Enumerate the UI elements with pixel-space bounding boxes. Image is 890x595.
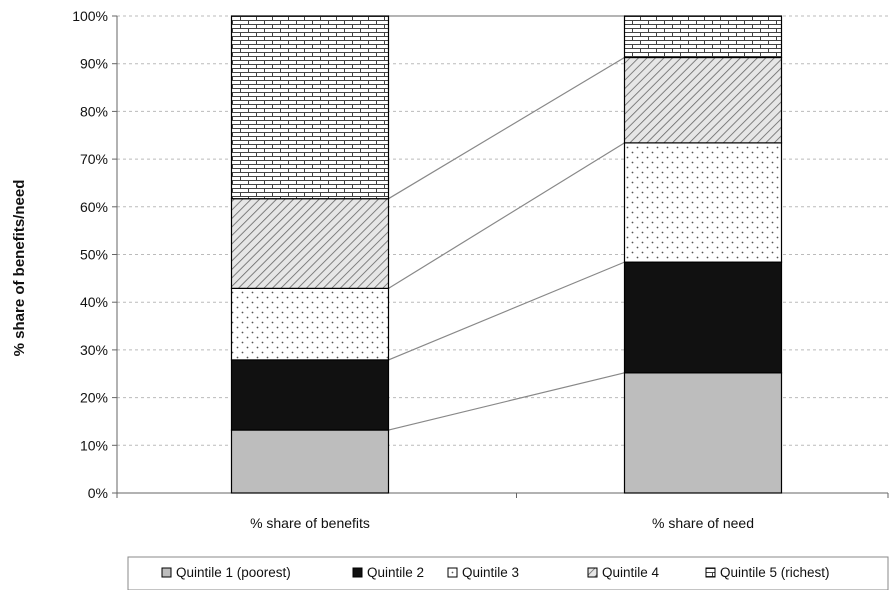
y-tick-label: 10% — [80, 437, 108, 453]
connector-lines — [388, 15, 625, 431]
y-tick-label: 70% — [80, 151, 108, 167]
legend-swatch — [447, 567, 458, 578]
legend: Quintile 1 (poorest) Quintile 2 Quintile 3… — [127, 556, 889, 591]
axis-labels: 0% 10% 20% 30% 40% 50% 60% 70% 80% 90% 100% % share… — [72, 8, 754, 531]
bar-segment-5 — [623, 15, 783, 59]
bar-segment-4 — [230, 198, 390, 289]
y-tick-label: 60% — [80, 199, 108, 215]
y-tick-label: 100% — [72, 8, 108, 24]
bar-segment-1 — [623, 372, 783, 494]
legend-swatch — [587, 567, 598, 578]
x-tick-label: % share of benefits — [250, 515, 370, 531]
bar-segment-2 — [623, 261, 783, 374]
bars — [230, 15, 783, 494]
legend-label: Quintile 5 (richest) — [720, 565, 830, 580]
connector-line — [388, 56, 625, 200]
y-tick-label: 20% — [80, 390, 108, 406]
x-tick-label: % share of need — [652, 515, 754, 531]
y-tick-label: 50% — [80, 247, 108, 263]
y-axis-title: % share of benefits/need — [11, 180, 28, 357]
bar-segment-5 — [230, 15, 390, 200]
legend-swatch — [705, 567, 716, 578]
y-tick-label: 90% — [80, 56, 108, 72]
connector-line — [388, 261, 625, 361]
legend-label: Quintile 2 — [367, 565, 424, 580]
legend-label: Quintile 3 — [462, 565, 519, 580]
bar-segment-2 — [230, 359, 390, 431]
y-tick-label: 30% — [80, 342, 108, 358]
y-tick-label: 80% — [80, 103, 108, 119]
legend-label: Quintile 4 — [602, 565, 660, 580]
legend-swatch — [352, 567, 363, 578]
bar-segment-4 — [623, 56, 783, 144]
legend-box — [127, 556, 889, 591]
connector-line — [388, 372, 625, 431]
legend-label: Quintile 1 (poorest) — [176, 565, 291, 580]
y-tick-label: 0% — [88, 485, 108, 501]
bar-segment-3 — [230, 287, 390, 361]
connector-line — [388, 142, 625, 289]
bar-segment-3 — [623, 142, 783, 263]
legend-swatch — [161, 567, 172, 578]
y-tick-label: 40% — [80, 294, 108, 310]
bar-segment-1 — [230, 429, 390, 494]
